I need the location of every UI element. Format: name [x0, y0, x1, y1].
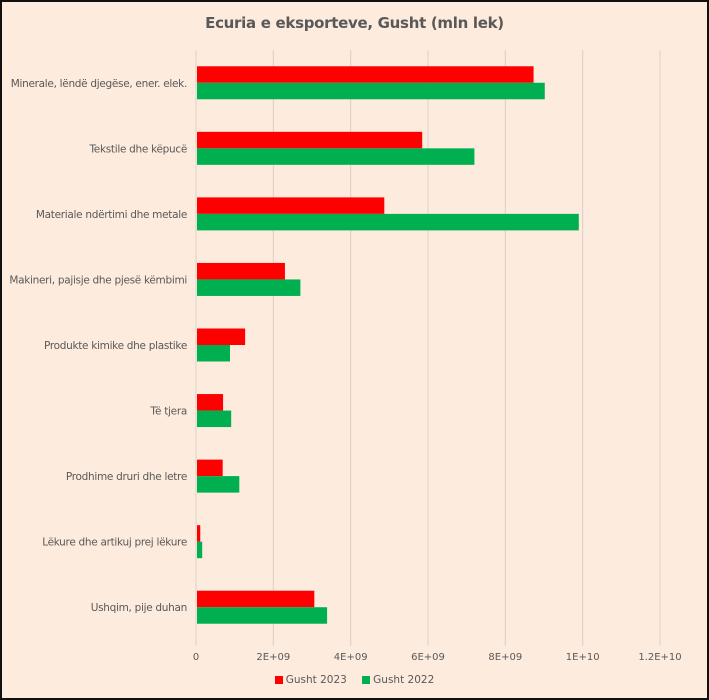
legend-item-2023: Gusht 2023 — [274, 674, 347, 686]
x-tick-label: 6E+09 — [411, 652, 445, 663]
legend-swatch-2022 — [362, 676, 371, 684]
bar-gusht-2022 — [197, 607, 328, 624]
chart-title: Ecuria e eksporteve, Gusht (mln lek) — [205, 14, 504, 32]
x-tick-label: 2E+09 — [256, 652, 290, 663]
bar-gusht-2023 — [197, 459, 223, 477]
category-label: Materiale ndërtimi dhe metale — [36, 209, 187, 221]
bar-gusht-2022 — [197, 541, 203, 559]
category-label: Ushqim, pije duhan — [91, 602, 187, 614]
bar-gusht-2023 — [197, 197, 385, 214]
bar-gusht-2022 — [197, 82, 545, 100]
legend: Gusht 2023 Gusht 2022 — [2, 674, 707, 687]
bar-gusht-2023 — [197, 590, 315, 608]
x-tick-label: 1.2E+10 — [638, 652, 681, 663]
bar-gusht-2022 — [197, 213, 579, 231]
category-label: Prodhime druri dhe letre — [66, 471, 187, 483]
bar-gusht-2022 — [197, 345, 231, 362]
category-label: Tekstile dhe këpucë — [88, 143, 187, 155]
bar-gusht-2023 — [197, 66, 534, 83]
bar-gusht-2023 — [197, 525, 201, 542]
bar-gusht-2022 — [197, 279, 301, 296]
bar-gusht-2023 — [197, 394, 224, 411]
bar-gusht-2023 — [197, 262, 285, 280]
legend-swatch-2023 — [274, 676, 283, 684]
x-tick-label: 0 — [193, 652, 199, 663]
x-tick-label: 1E+10 — [566, 652, 600, 663]
category-label: Të tjera — [149, 406, 187, 418]
category-label: Makineri, pajisje dhe pjesë këmbimi — [9, 274, 187, 286]
legend-item-2022: Gusht 2022 — [362, 674, 434, 686]
category-label: Produkte kimike dhe plastike — [44, 340, 187, 352]
legend-label-2022: Gusht 2022 — [373, 674, 435, 686]
category-label: Lëkure dhe artikuj prej lëkure — [42, 537, 187, 549]
bar-gusht-2023 — [197, 131, 423, 149]
bar-gusht-2023 — [197, 328, 246, 345]
x-tick-label: 4E+09 — [334, 652, 368, 663]
category-label: Minerale, lëndë djegëse, ener. elek. — [11, 78, 187, 90]
x-tick-label: 8E+09 — [488, 652, 522, 663]
legend-label-2023: Gusht 2023 — [285, 674, 347, 686]
bar-gusht-2022 — [197, 476, 240, 493]
bar-gusht-2022 — [197, 148, 475, 165]
bar-gusht-2022 — [197, 410, 232, 428]
